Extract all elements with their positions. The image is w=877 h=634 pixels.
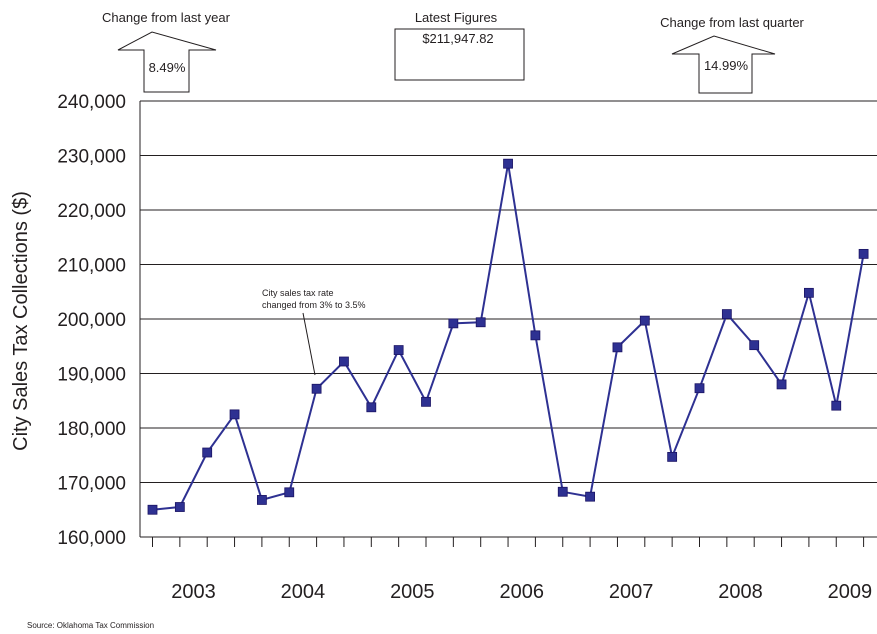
year-labels: 2003 2004 2005 2006 2007 2008 2009	[171, 581, 872, 603]
annotation-line-2: changed from 3% to 3.5%	[262, 300, 366, 310]
data-point	[311, 383, 322, 394]
data-point	[421, 396, 431, 407]
year-label: 2004	[281, 581, 326, 603]
year-label: 2007	[609, 581, 654, 603]
y-tick-label: 210,000	[57, 256, 126, 277]
data-point	[612, 342, 623, 353]
year-label: 2005	[390, 581, 435, 603]
latest-figures-title: Latest Figures	[415, 10, 498, 25]
data-point	[284, 487, 295, 498]
x-axis	[152, 537, 865, 547]
change-quarter-value: 14.99%	[704, 58, 749, 73]
annotation-line-1: City sales tax rate	[262, 288, 334, 298]
data-point	[393, 345, 404, 355]
data-point	[557, 486, 568, 497]
data-point	[339, 356, 349, 367]
change-year-title: Change from last year	[102, 10, 231, 25]
data-point	[147, 504, 158, 515]
series-line	[152, 163, 865, 511]
y-tick-label: 230,000	[57, 147, 126, 168]
y-tick-label: 240,000	[57, 92, 126, 113]
data-point	[749, 340, 760, 351]
year-label: 2009	[828, 581, 873, 603]
data-point	[721, 309, 732, 319]
y-tick-label: 180,000	[57, 419, 126, 440]
data-point	[530, 330, 541, 341]
data-point	[503, 158, 513, 169]
data-point	[366, 402, 377, 413]
y-axis-tick-labels: 160,000 170,000 180,000 190,000 200,000 210,0…	[57, 92, 126, 549]
y-tick-label: 190,000	[57, 365, 126, 386]
data-point	[202, 447, 213, 458]
change-quarter-title: Change from last quarter	[660, 15, 804, 30]
data-point	[229, 409, 240, 420]
y-tick-label: 170,000	[57, 474, 126, 495]
latest-figures-box	[394, 28, 525, 81]
year-label: 2008	[718, 581, 763, 603]
data-point	[776, 379, 787, 390]
y-tick-label: 200,000	[57, 310, 126, 331]
y-tick-label: 160,000	[57, 528, 126, 549]
year-label: 2003	[171, 581, 216, 603]
gridlines	[139, 100, 877, 538]
latest-figures: Latest Figures $211,947.82	[394, 10, 525, 81]
data-point	[174, 502, 185, 512]
y-tick-label: 220,000	[57, 201, 126, 222]
change-from-last-quarter: Change from last quarter 14.99%	[660, 15, 805, 94]
data-point	[256, 495, 267, 505]
data-point	[694, 383, 705, 394]
data-point	[667, 451, 678, 462]
annotation-pointer	[302, 312, 316, 376]
data-point	[804, 287, 814, 298]
data-point	[475, 317, 486, 328]
rate-change-annotation: City sales tax rate changed from 3% to 3…	[262, 288, 366, 376]
up-arrow-icon	[117, 31, 217, 93]
data-point	[585, 491, 595, 502]
latest-figures-value: $211,947.82	[422, 31, 493, 46]
data-point	[831, 400, 842, 411]
y-axis-label: City Sales Tax Collections ($)	[10, 191, 32, 451]
data-point	[639, 315, 650, 326]
year-label: 2006	[499, 581, 544, 603]
change-year-value: 8.49%	[149, 60, 186, 75]
change-from-last-year: Change from last year 8.49%	[102, 10, 231, 93]
series-collections	[147, 158, 869, 515]
data-point	[858, 248, 869, 259]
data-point	[448, 318, 459, 329]
up-arrow-icon	[671, 35, 776, 94]
source-note: Source: Oklahoma Tax Commission	[27, 621, 154, 630]
